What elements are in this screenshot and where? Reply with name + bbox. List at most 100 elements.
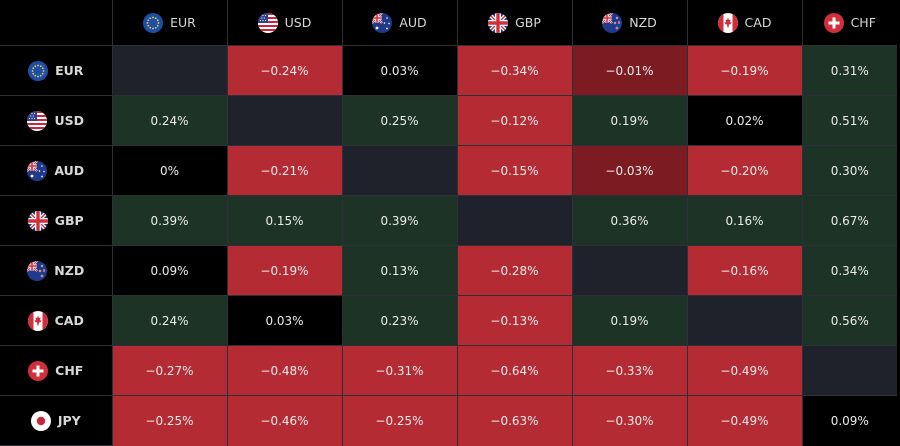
heatmap-cell[interactable]: 0.15% — [226, 195, 343, 246]
heatmap-cell[interactable]: 0.19% — [571, 95, 688, 146]
heatmap-cell[interactable]: 0.36% — [571, 195, 688, 246]
heatmap-cell[interactable]: 0.25% — [341, 95, 458, 146]
heatmap-cell[interactable]: −0.63% — [456, 395, 573, 446]
heatmap-cell[interactable]: −0.19% — [686, 45, 803, 96]
corner-cell — [0, 0, 113, 46]
heatmap-cell[interactable] — [111, 45, 228, 96]
heatmap-cell[interactable]: 0.24% — [111, 95, 228, 146]
col-header-label: EUR — [170, 15, 196, 30]
heatmap-cell[interactable]: −0.03% — [571, 145, 688, 196]
heatmap-cell[interactable]: 0.51% — [801, 95, 897, 146]
heatmap-cell[interactable]: −0.33% — [571, 345, 688, 396]
col-header-label: AUD — [399, 15, 427, 30]
heatmap-cell[interactable]: −0.49% — [686, 395, 803, 446]
heatmap-cell[interactable]: −0.49% — [686, 345, 803, 396]
heatmap-cell[interactable]: 0.39% — [111, 195, 228, 246]
ch-flag-icon — [823, 12, 844, 33]
heatmap-cell[interactable] — [801, 345, 897, 396]
table-row: AUD 0% −0.21% −0.15% −0.03% −0.20% 0.30% — [0, 145, 897, 196]
heatmap-cell[interactable]: −0.30% — [571, 395, 688, 446]
heatmap-cell[interactable] — [341, 145, 458, 196]
col-header-cad[interactable]: CAD — [686, 0, 803, 46]
heatmap-cell[interactable]: −0.01% — [571, 45, 688, 96]
heatmap-cell[interactable]: 0.24% — [111, 295, 228, 346]
col-header-label: USD — [284, 15, 312, 30]
au-flag-icon — [372, 12, 393, 33]
heatmap-cell[interactable]: −0.21% — [226, 145, 343, 196]
heatmap-cell[interactable] — [226, 95, 343, 146]
heatmap-cell[interactable]: 0.03% — [341, 45, 458, 96]
heatmap-cell[interactable]: −0.16% — [686, 245, 803, 296]
heatmap-cell[interactable]: 0.09% — [801, 395, 897, 446]
heatmap-cell[interactable]: 0.03% — [226, 295, 343, 346]
col-header-label: GBP — [515, 15, 541, 30]
heatmap-cell[interactable]: 0% — [111, 145, 228, 196]
row-header-aud[interactable]: AUD — [0, 145, 113, 196]
nz-flag-icon — [27, 260, 48, 281]
heatmap-cell[interactable]: −0.48% — [226, 345, 343, 396]
heatmap-cell[interactable]: −0.19% — [226, 245, 343, 296]
heatmap-cell[interactable]: 0.30% — [801, 145, 897, 196]
table-row: GBP 0.39% 0.15% 0.39% 0.36% 0.16% 0.67% — [0, 195, 897, 246]
col-header-aud[interactable]: AUD — [341, 0, 458, 46]
row-header-chf[interactable]: CHF — [0, 345, 113, 396]
ch-flag-icon — [28, 360, 49, 381]
heatmap-cell[interactable]: −0.31% — [341, 345, 458, 396]
heatmap-cell[interactable]: −0.28% — [456, 245, 573, 296]
row-header-eur[interactable]: EUR — [0, 45, 113, 96]
heatmap-cell[interactable]: 0.19% — [571, 295, 688, 346]
nz-flag-icon — [602, 12, 623, 33]
row-header-cad[interactable]: CAD — [0, 295, 113, 346]
heatmap-cell[interactable]: −0.64% — [456, 345, 573, 396]
heatmap-cell[interactable]: 0.39% — [341, 195, 458, 246]
heatmap-cell[interactable]: 0.34% — [801, 245, 897, 296]
gb-flag-icon — [27, 210, 48, 231]
row-header-label: NZD — [54, 263, 85, 278]
row-header-label: GBP — [54, 213, 84, 228]
heatmap-cell[interactable]: 0.56% — [801, 295, 897, 346]
heatmap-cell[interactable]: 0.09% — [111, 245, 228, 296]
heatmap-cell[interactable]: −0.27% — [111, 345, 228, 396]
row-header-jpy[interactable]: JPY — [0, 395, 113, 446]
heatmap-cell[interactable]: −0.46% — [226, 395, 343, 446]
row-header-gbp[interactable]: GBP — [0, 195, 113, 246]
heatmap-cell[interactable]: −0.15% — [456, 145, 573, 196]
heatmap-cell[interactable] — [571, 245, 688, 296]
col-header-gbp[interactable]: GBP — [456, 0, 573, 46]
row-header-usd[interactable]: USD — [0, 95, 113, 146]
gb-flag-icon — [488, 12, 509, 33]
row-header-label: AUD — [54, 163, 85, 178]
heatmap-cell[interactable]: −0.25% — [111, 395, 228, 446]
heatmap-cell[interactable]: 0.67% — [801, 195, 897, 246]
heatmap-cell[interactable] — [686, 295, 803, 346]
au-flag-icon — [27, 160, 48, 181]
heatmap-cell[interactable]: −0.24% — [226, 45, 343, 96]
col-header-chf[interactable]: CHF — [801, 0, 897, 46]
col-header-usd[interactable]: USD — [226, 0, 343, 46]
us-flag-icon — [257, 12, 278, 33]
heatmap-cell[interactable] — [456, 195, 573, 246]
heatmap-cell[interactable]: 0.31% — [801, 45, 897, 96]
heatmap-cell[interactable]: −0.25% — [341, 395, 458, 446]
col-header-nzd[interactable]: NZD — [571, 0, 688, 46]
table-row: JPY −0.25% −0.46% −0.25% −0.63% −0.30% −… — [0, 395, 897, 446]
table-row: USD 0.24% 0.25% −0.12% 0.19% 0.02% 0.51% — [0, 95, 897, 146]
heatmap-cell[interactable]: 0.02% — [686, 95, 803, 146]
row-header-label: USD — [54, 113, 85, 128]
ca-flag-icon — [717, 12, 738, 33]
heatmap-cell[interactable]: 0.23% — [341, 295, 458, 346]
row-header-label: CHF — [55, 363, 84, 378]
heatmap-cell[interactable]: 0.16% — [686, 195, 803, 246]
heatmap-cell[interactable]: 0.13% — [341, 245, 458, 296]
col-header-eur[interactable]: EUR — [111, 0, 228, 46]
heatmap-cell[interactable]: −0.13% — [456, 295, 573, 346]
heatmap-cell[interactable]: −0.20% — [686, 145, 803, 196]
row-header-nzd[interactable]: NZD — [0, 245, 113, 296]
heatmap-cell[interactable]: −0.12% — [456, 95, 573, 146]
ca-flag-icon — [27, 310, 48, 331]
us-flag-icon — [27, 110, 48, 131]
col-header-label: CAD — [744, 15, 772, 30]
heatmap-cell[interactable]: −0.34% — [456, 45, 573, 96]
